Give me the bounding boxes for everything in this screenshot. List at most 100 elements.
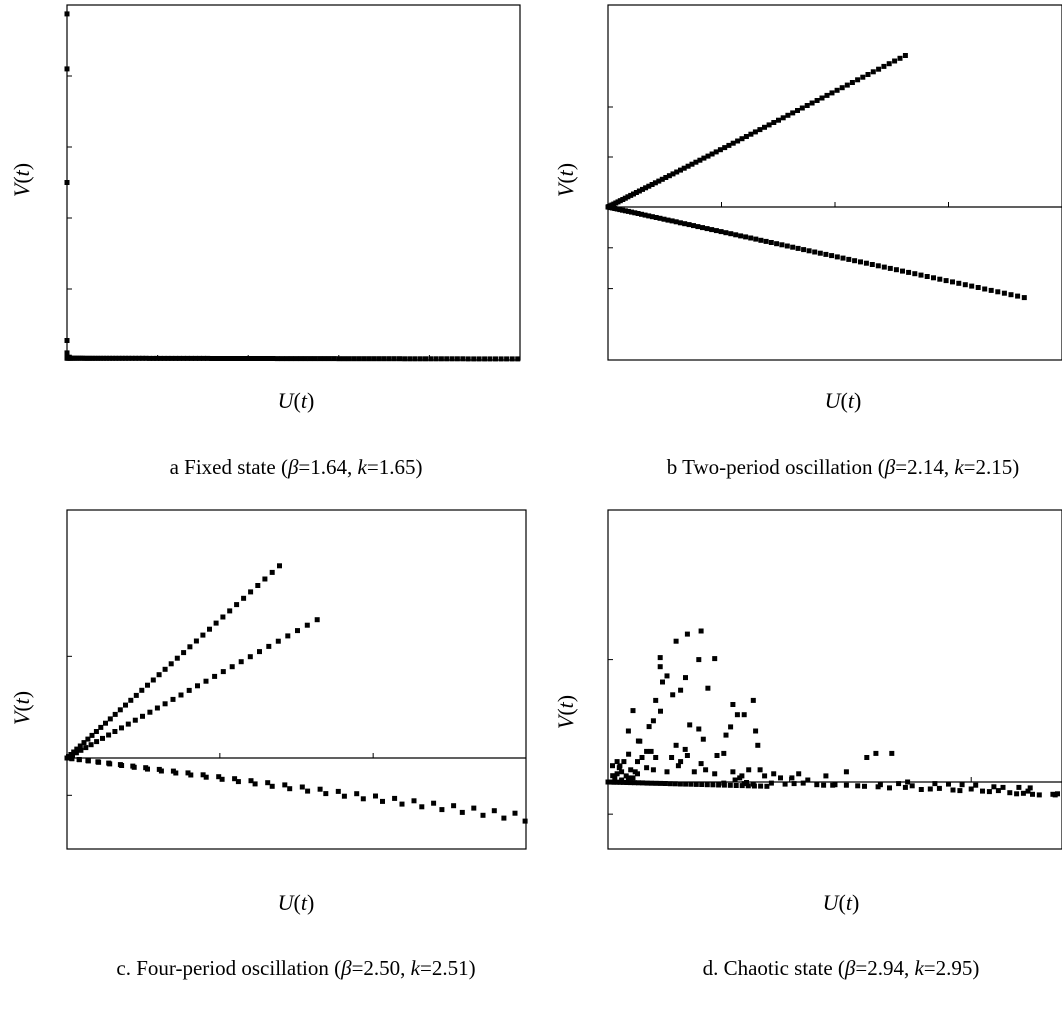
data-point-b-125 [812,249,818,255]
x-axis-label-d: U(t) [822,890,860,915]
data-point-d-124 [814,782,820,788]
data-point-a-75 [336,356,342,362]
data-point-a-28 [136,355,142,361]
data-point-d-50 [664,673,670,679]
data-point-b-105 [709,227,715,233]
data-point-a-66 [293,356,299,362]
data-point-d-99 [614,771,620,777]
data-point-c-109 [95,759,101,765]
data-point-a-73 [326,356,332,362]
data-point-d-154 [1000,784,1006,790]
data-point-d-91 [664,769,670,775]
data-point-b-153 [982,286,988,292]
data-point-c-6 [81,740,87,746]
data-point-a-77 [346,356,352,362]
data-point-d-29 [733,783,739,788]
data-point-a-37 [169,355,175,361]
data-point-c-24 [174,655,180,661]
data-point-b-35 [713,149,719,155]
data-point-c-49 [106,732,112,738]
data-point-a-36 [165,355,171,361]
data-point-c-102 [480,812,486,818]
data-point-a-108 [509,356,515,362]
data-point-d-166 [768,780,774,786]
data-point-c-52 [125,721,131,727]
data-point-d-111 [757,767,763,773]
x-axis-label-b: U(t) [824,388,862,413]
x-axis-var-c: U [277,890,294,915]
data-point-d-9 [631,780,637,786]
data-point-a-87 [397,356,402,362]
data-point-d-4 [614,779,620,785]
data-point-b-73 [897,55,903,61]
data-point-b-108 [723,230,729,236]
plot-frame-d [607,509,1062,850]
data-point-d-103 [621,759,627,765]
data-point-d-118 [873,750,879,756]
x-axis-label-c-bottom: U(t) [277,890,315,915]
data-point-d-157 [959,782,965,788]
data-point-a-20 [110,355,116,361]
data-point-c-91 [269,783,275,789]
x-axis-var-b: U [824,388,841,413]
data-point-a-14 [92,355,98,361]
data-point-a-30 [143,355,149,361]
data-point-b-17 [646,183,652,189]
data-point-d-115 [796,771,802,777]
data-point-a-42 [188,355,194,361]
data-point-b-40 [735,138,741,144]
data-point-d-14 [653,780,659,786]
data-point-a-74 [331,356,337,362]
data-point-d-136 [927,786,933,792]
data-point-d-104 [630,775,636,781]
data-point-c-63 [212,673,218,679]
data-point-d-71 [687,722,693,728]
data-point-c-18 [139,687,145,693]
data-point-a-114 [64,350,70,356]
data-point-d-119 [889,750,895,756]
data-point-c-86 [188,772,194,778]
data-point-c-19 [145,682,150,688]
data-point-a-47 [209,356,215,361]
data-point-d-31 [745,783,751,789]
data-point-b-102 [695,224,701,230]
data-point-a-45 [201,355,206,361]
data-point-c-20 [150,677,156,683]
data-point-b-15 [640,186,645,192]
data-point-b-53 [795,108,800,113]
data-point-d-117 [864,755,870,760]
data-point-b-139 [893,267,899,273]
data-point-c-25 [181,650,187,656]
data-point-b-96 [669,218,675,224]
data-point-d-45 [684,631,690,637]
data-point-a-106 [498,356,504,362]
data-point-d-64 [728,724,734,730]
data-point-d-116 [782,781,788,787]
data-point-a-85 [386,356,392,362]
data-point-d-80 [703,767,709,773]
data-point-b-41 [739,136,745,142]
caption-k-c: 2.51 [431,956,469,980]
plot-frame-b [607,4,1062,361]
data-point-d-139 [957,788,963,794]
data-point-c-50 [112,729,118,734]
data-point-a-80 [361,356,367,362]
data-point-c-118 [216,774,222,780]
scatter-plot-b [605,4,1062,361]
data-point-b-62 [839,85,845,91]
data-point-b-64 [849,80,855,85]
data-point-c-51 [119,725,124,731]
data-point-c-68 [257,649,262,655]
data-point-b-132 [852,258,858,264]
data-point-c-57 [162,701,168,707]
data-point-c-107 [76,757,82,762]
data-point-d-35 [605,779,611,785]
data-point-b-52 [790,110,796,116]
data-point-d-152 [1055,791,1060,797]
data-point-b-16 [643,185,649,191]
y-axis-label-d: V(t) [553,694,578,730]
data-point-b-127 [823,251,829,257]
caption-text-a: a Fixed state ( [169,455,288,479]
data-point-b-156 [1001,290,1007,296]
data-point-b-157 [1008,292,1014,298]
